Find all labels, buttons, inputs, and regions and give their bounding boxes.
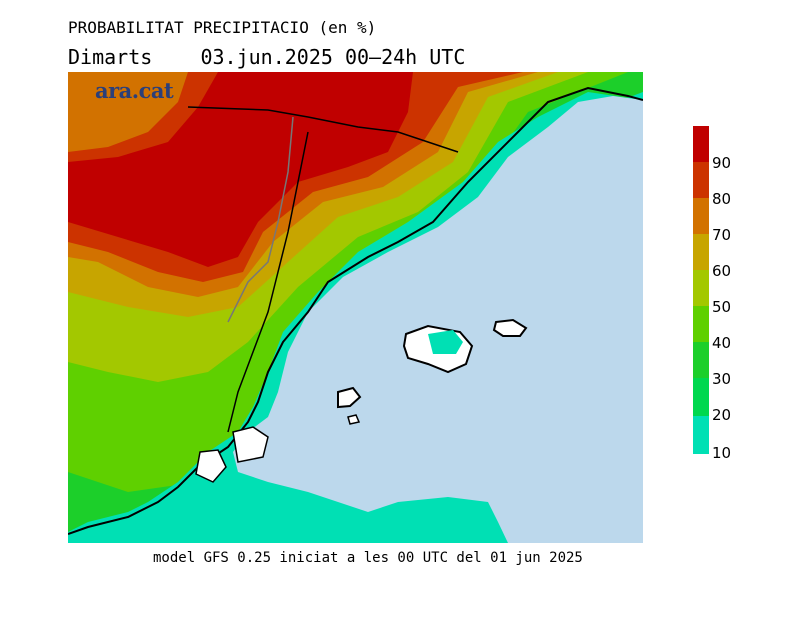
colorbar-segment-30: [693, 342, 709, 378]
colorbar-label: 80: [712, 190, 732, 208]
chart-title: PROBABILITAT PRECIPITACIO (en %): [68, 18, 377, 37]
model-info: model GFS 0.25 iniciat a les 00 UTC del …: [153, 550, 583, 566]
colorbar-segment-80: [693, 162, 709, 198]
no-data-area: [195, 449, 227, 483]
france-border: [187, 106, 459, 153]
colorbar-label: 40: [712, 334, 732, 352]
region-border: [227, 116, 294, 323]
colorbar-label: 10: [712, 444, 732, 462]
country-border: [227, 131, 309, 433]
colorbar-segment-20: [693, 378, 709, 416]
forecast-date: Dimarts 03.jun.2025 00–24h UTC: [68, 45, 466, 69]
colorbar-label: 70: [712, 226, 732, 244]
map-canvas: [68, 72, 643, 543]
colorbar-label: 90: [712, 154, 732, 172]
probability-colorbar: [693, 126, 709, 454]
colorbar-label: 50: [712, 298, 732, 316]
aracat-logo: ara.cat: [95, 78, 174, 103]
precipitation-map: [68, 72, 643, 543]
mallorca-probability: [428, 330, 463, 354]
colorbar-segment-70: [693, 198, 709, 234]
colorbar-label: 60: [712, 262, 732, 280]
colorbar-label: 20: [712, 406, 732, 424]
no-data-area: [232, 426, 269, 463]
colorbar-segment-50: [693, 270, 709, 306]
colorbar-segment-40: [693, 306, 709, 342]
colorbar-segment-10: [693, 416, 709, 454]
menorca-island: [492, 318, 528, 337]
colorbar-label: 30: [712, 370, 732, 388]
coastline: [68, 86, 643, 535]
colorbar-segment-60: [693, 234, 709, 270]
ibiza-island: [337, 386, 362, 409]
colorbar-segment-90: [693, 126, 709, 162]
sea: [233, 96, 643, 543]
formentera-island: [347, 414, 361, 425]
